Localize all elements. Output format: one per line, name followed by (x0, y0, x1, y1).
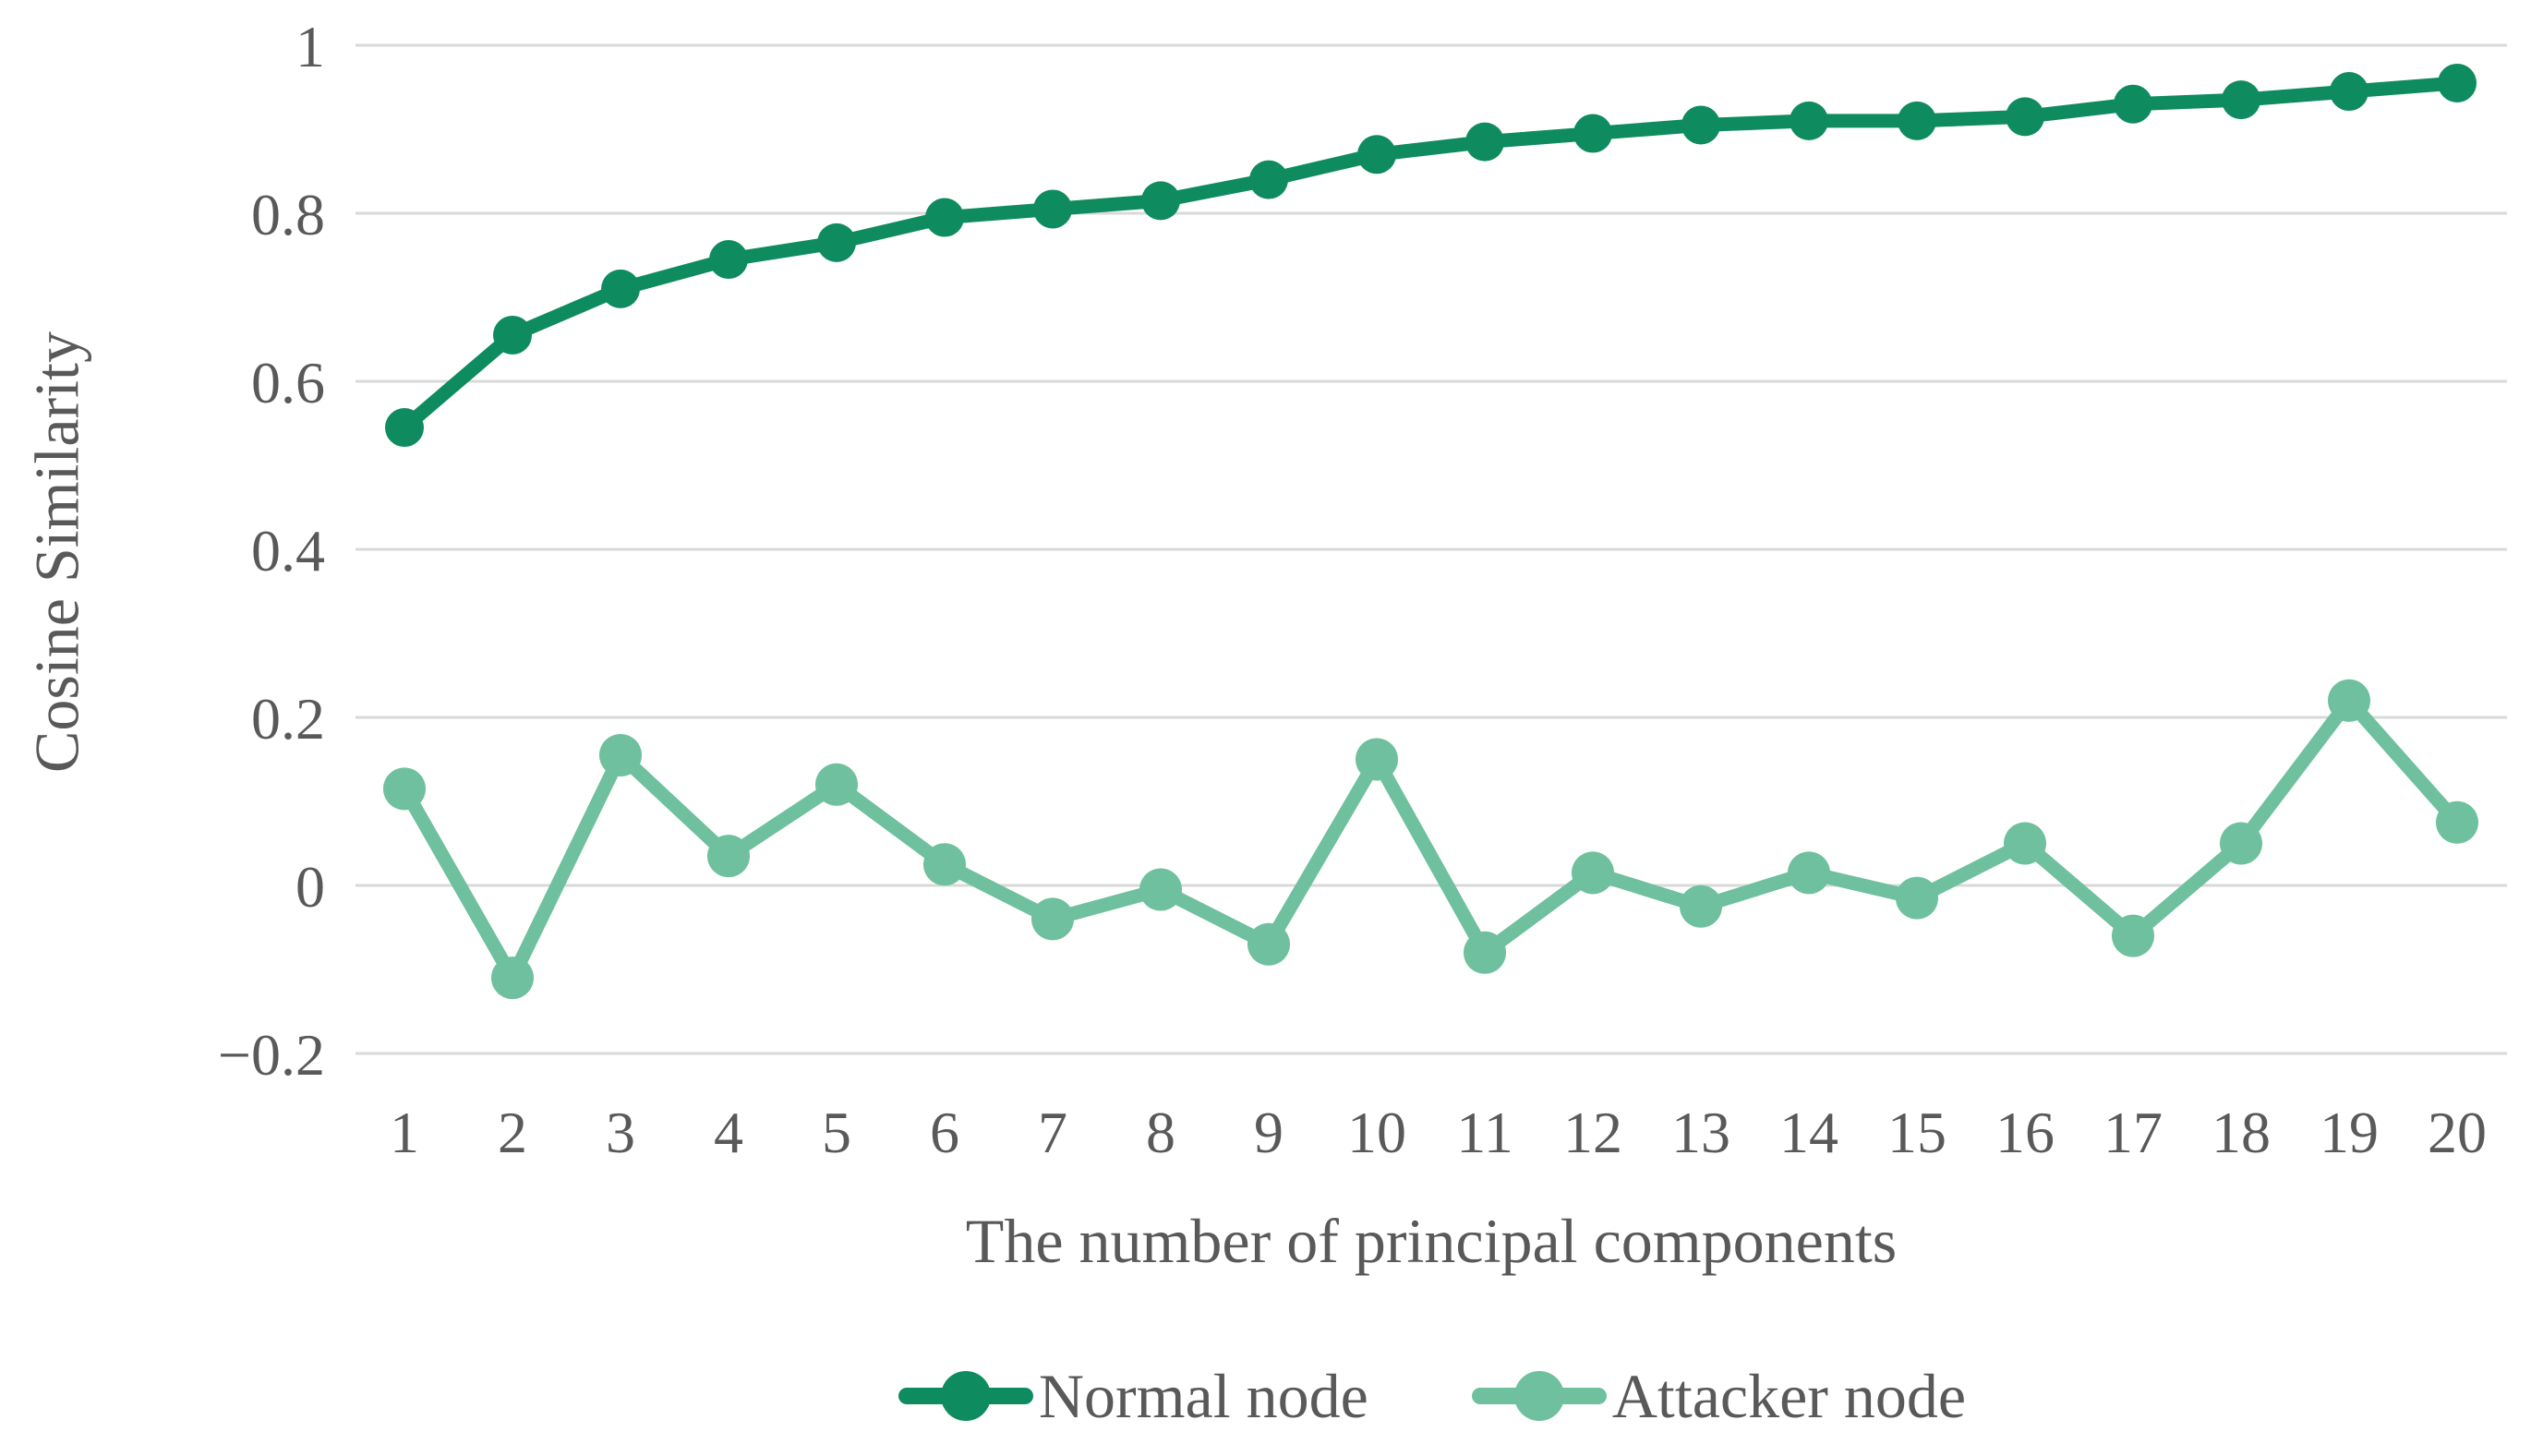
data-point-attacker-node-x7 (1031, 897, 1074, 941)
x-tick-label-16: 16 (1995, 1100, 2055, 1165)
x-tick-label-1: 1 (390, 1100, 419, 1165)
data-point-attacker-node-x19 (2328, 679, 2370, 722)
y-tick-label-0.4: 0.4 (251, 518, 325, 584)
series-line-attacker-node (397, 693, 2465, 985)
y-tick-label-0.2: 0.2 (251, 686, 325, 752)
x-axis-title: The number of principal components (965, 1206, 1898, 1276)
y-tick-label-0: 0 (295, 854, 325, 920)
data-point-normal-node-x1 (385, 408, 424, 448)
data-point-attacker-node-x10 (1356, 738, 1398, 781)
y-tick-label-−0.2: −0.2 (218, 1022, 325, 1088)
data-point-normal-node-x15 (1898, 101, 1936, 140)
x-tick-label-3: 3 (606, 1100, 635, 1165)
data-point-normal-node-x16 (2006, 97, 2044, 137)
data-point-normal-node-x10 (1357, 135, 1396, 174)
x-tick-label-9: 9 (1254, 1100, 1284, 1165)
data-point-attacker-node-x5 (815, 763, 858, 806)
data-point-attacker-node-x13 (1680, 884, 1722, 928)
data-point-normal-node-x9 (1249, 160, 1288, 199)
x-tick-label-15: 15 (1887, 1100, 1946, 1165)
data-point-normal-node-x20 (2438, 63, 2477, 102)
x-tick-label-6: 6 (930, 1100, 959, 1165)
data-point-normal-node-x7 (1033, 189, 1072, 229)
data-point-normal-node-x13 (1681, 105, 1720, 145)
data-point-normal-node-x2 (493, 315, 532, 355)
data-point-attacker-node-x1 (383, 767, 426, 811)
plot-area: 10.80.60.40.20−0.21 2 3 4 5 6 7 8 9 10 11 12 13 14 15 1… (218, 14, 2507, 1165)
legend-label-normal-node: Normal node (1038, 1360, 1368, 1431)
y-tick-label-0.6: 0.6 (251, 350, 325, 415)
legend-item-attacker-node: Attacker node (1470, 1354, 1966, 1438)
data-point-attacker-node-x9 (1247, 922, 1290, 966)
data-point-attacker-node-x15 (1896, 876, 1938, 920)
data-point-attacker-node-x2 (491, 957, 534, 1000)
x-tick-label-8: 8 (1146, 1100, 1175, 1165)
y-tick-label-1: 1 (295, 14, 325, 79)
data-point-attacker-node-x17 (2112, 914, 2154, 957)
data-point-attacker-node-x20 (2436, 800, 2478, 844)
data-point-normal-node-x3 (601, 269, 640, 308)
data-point-attacker-node-x12 (1572, 851, 1614, 895)
data-point-normal-node-x19 (2330, 72, 2368, 112)
data-point-normal-node-x18 (2222, 80, 2260, 120)
normal-node-marker-icon (898, 1371, 1033, 1421)
data-point-normal-node-x5 (817, 223, 856, 262)
x-tick-label-11: 11 (1456, 1100, 1513, 1165)
data-point-attacker-node-x3 (599, 733, 642, 776)
x-tick-label-17: 17 (2103, 1100, 2163, 1165)
data-point-normal-node-x6 (925, 198, 964, 237)
attacker-node-marker-icon (1471, 1371, 1607, 1421)
x-tick-label-20: 20 (2428, 1100, 2487, 1165)
data-point-attacker-node-x4 (707, 835, 750, 878)
legend-dot-attacker (1513, 1371, 1564, 1421)
x-tick-label-14: 14 (1779, 1100, 1838, 1165)
data-point-attacker-node-x14 (1788, 851, 1830, 895)
data-point-normal-node-x14 (1790, 101, 1828, 140)
y-axis-title: Cosine Similarity (21, 331, 92, 773)
data-point-normal-node-x17 (2114, 84, 2152, 124)
data-point-attacker-node-x11 (1464, 931, 1506, 974)
x-tick-label-12: 12 (1563, 1100, 1622, 1165)
x-tick-label-19: 19 (2320, 1100, 2379, 1165)
x-tick-label-18: 18 (2212, 1100, 2271, 1165)
data-point-attacker-node-x6 (923, 843, 966, 886)
data-point-normal-node-x12 (1573, 114, 1612, 153)
y-tick-label-0.8: 0.8 (251, 182, 325, 247)
x-tick-label-13: 13 (1671, 1100, 1730, 1165)
data-point-normal-node-x8 (1141, 181, 1180, 221)
x-tick-label-7: 7 (1038, 1100, 1067, 1165)
legend-label-attacker-node: Attacker node (1611, 1360, 1967, 1431)
data-point-attacker-node-x18 (2220, 822, 2262, 865)
legend-item-normal-node: Normal node (897, 1354, 1368, 1438)
x-tick-label-2: 2 (498, 1100, 527, 1165)
data-point-normal-node-x11 (1465, 122, 1504, 162)
data-point-attacker-node-x16 (2004, 822, 2046, 865)
legend-dot-normal (940, 1371, 991, 1421)
data-point-normal-node-x4 (709, 240, 748, 280)
legend: Normal node Attacker node (356, 1350, 2507, 1442)
data-point-attacker-node-x8 (1139, 868, 1182, 911)
x-tick-label-5: 5 (822, 1100, 851, 1165)
x-tick-label-10: 10 (1347, 1100, 1406, 1165)
x-tick-label-4: 4 (714, 1100, 743, 1165)
